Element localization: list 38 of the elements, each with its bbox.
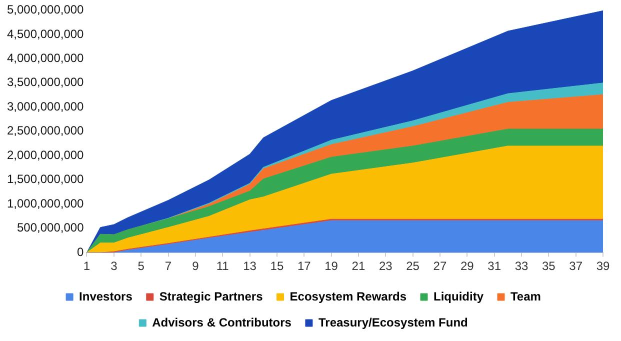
x-tick-label: 3 bbox=[110, 259, 118, 274]
y-tick-label: 2,000,000,000 bbox=[6, 148, 84, 162]
legend-label: Advisors & Contributors bbox=[152, 315, 292, 330]
x-tick-label: 5 bbox=[138, 259, 145, 274]
x-tick-label: 33 bbox=[514, 259, 528, 274]
x-tick-label: 15 bbox=[270, 259, 284, 274]
legend-label: Liquidity bbox=[434, 289, 484, 304]
legend-label: Treasury/Ecosystem Fund bbox=[318, 315, 468, 330]
legend-label: Strategic Partners bbox=[159, 289, 264, 304]
y-tick-label: 4,500,000,000 bbox=[6, 26, 84, 41]
x-tick-label: 27 bbox=[433, 259, 447, 274]
y-tick-label: 0 bbox=[77, 244, 84, 259]
x-tick-label: 29 bbox=[460, 259, 474, 274]
x-tick-label: 9 bbox=[192, 259, 200, 274]
x-tick-label: 17 bbox=[297, 259, 312, 274]
y-tick-label: 1,500,000,000 bbox=[6, 172, 84, 186]
y-tick-label: 3,500,000,000 bbox=[6, 75, 84, 90]
x-tick-label: 19 bbox=[324, 259, 338, 274]
x-tick-label: 13 bbox=[243, 259, 257, 274]
x-tick-label: 35 bbox=[542, 259, 556, 274]
x-tick-label: 11 bbox=[216, 259, 230, 274]
y-tick-label: 2,500,000,000 bbox=[6, 124, 84, 138]
y-tick-label: 1,000,000,000 bbox=[6, 196, 84, 210]
y-tick-label: 500,000,000 bbox=[17, 220, 84, 235]
legend-label: Investors bbox=[79, 289, 133, 304]
x-tick-label: 23 bbox=[378, 259, 393, 274]
x-tick-label: 21 bbox=[352, 259, 366, 274]
x-tick-label: 1 bbox=[83, 259, 90, 274]
legend-label: Ecosystem Rewards bbox=[290, 289, 407, 304]
x-tick-label: 31 bbox=[488, 259, 502, 274]
legend-label: Team bbox=[510, 289, 541, 304]
y-tick-label: 5,000,000,000 bbox=[6, 2, 84, 17]
y-tick-label: 4,000,000,000 bbox=[6, 50, 84, 65]
y-tick-label: 3,000,000,000 bbox=[6, 99, 84, 114]
x-tick-label: 37 bbox=[569, 259, 583, 274]
x-tick-label: 25 bbox=[406, 259, 420, 274]
x-tick-label: 39 bbox=[596, 259, 610, 274]
x-tick-label: 7 bbox=[164, 259, 172, 274]
